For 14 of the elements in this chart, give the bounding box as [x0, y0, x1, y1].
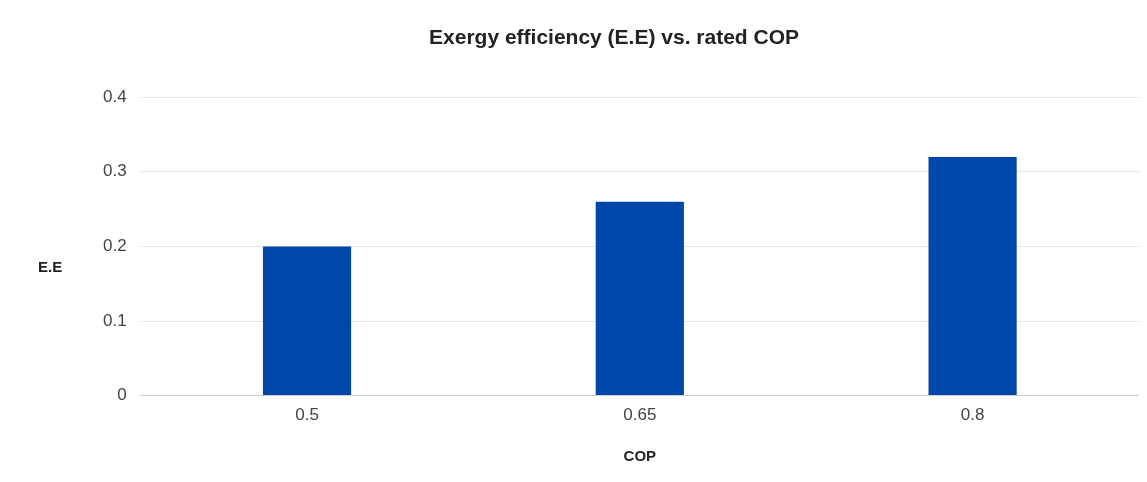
chart-title: Exergy efficiency (E.E) vs. rated COP — [429, 25, 799, 49]
bar — [262, 246, 352, 396]
x-tick-label: 0.5 — [295, 405, 319, 425]
x-axis-title: COP — [623, 447, 657, 465]
bar — [928, 156, 1017, 396]
y-tick-label: 0.1 — [102, 310, 127, 330]
y-tick-label: 0.4 — [102, 86, 127, 106]
y-tick-label: 0.3 — [102, 161, 127, 181]
bar — [595, 201, 684, 396]
y-tick-label: 0 — [117, 385, 127, 405]
y-axis-title: E.E — [37, 257, 64, 275]
x-tick-label: 0.8 — [960, 405, 985, 425]
x-tick-label: 0.65 — [623, 405, 657, 425]
y-tick-label: 0.2 — [102, 236, 127, 256]
